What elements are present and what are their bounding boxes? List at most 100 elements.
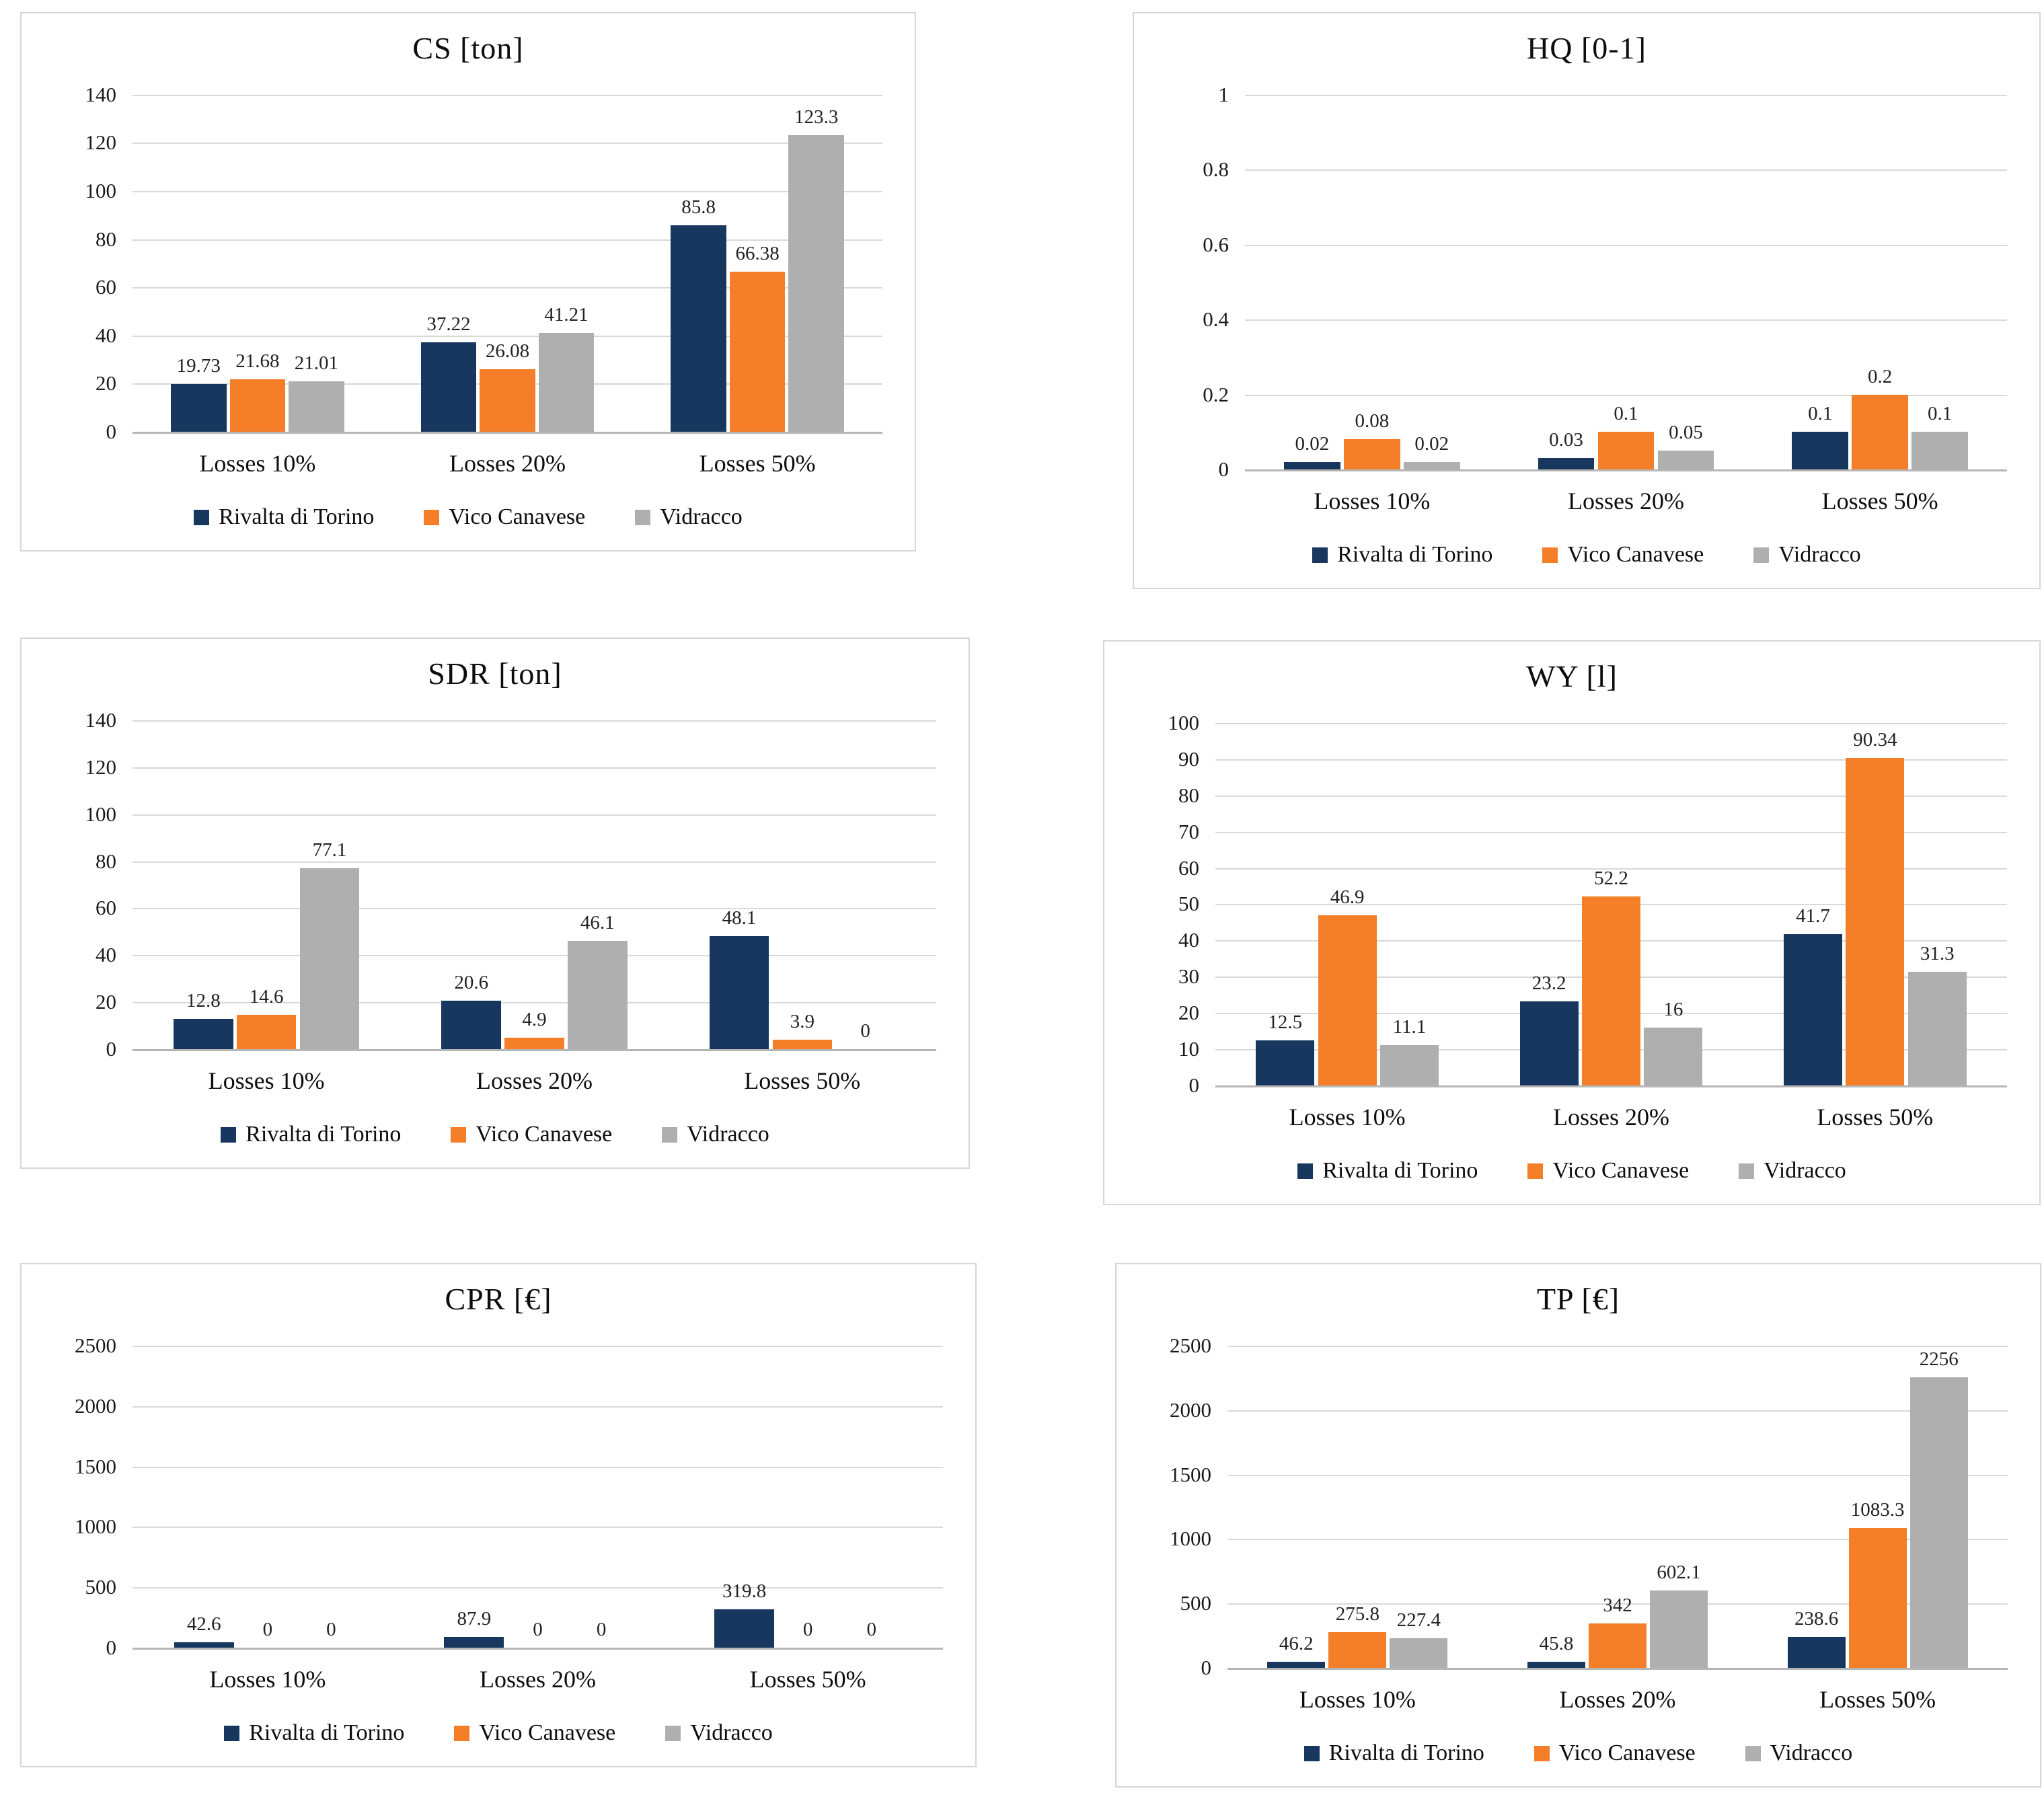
bar-value-label: 2256 <box>1919 1348 1959 1370</box>
y-tick-label: 1000 <box>75 1514 116 1539</box>
legend-item: Vidracco <box>662 1122 769 1147</box>
plot-grid: 2500 2000 1500 1000 500 0 42.6 0 0 87.9 0 0 319.8 0 0 <box>75 1334 943 1659</box>
bar <box>772 1040 833 1049</box>
y-tick-label: 0.4 <box>1203 307 1229 332</box>
bar <box>299 868 360 1049</box>
y-tick-label: 90 <box>1178 746 1199 771</box>
y-tick-label: 0 <box>1218 457 1229 481</box>
category-axis: Losses 10% Losses 20% Losses 50% <box>22 1658 975 1700</box>
bar-value-label: 12.5 <box>1268 1011 1303 1033</box>
legend-label: Rivalta di Torino <box>249 1720 405 1745</box>
y-tick-label: 40 <box>1178 928 1199 952</box>
legend-swatch <box>635 509 651 525</box>
category-axis: Losses 10% Losses 20% Losses 50% <box>1134 480 2039 522</box>
bar <box>1390 1638 1448 1668</box>
bar <box>729 272 786 432</box>
legend-swatch <box>1542 547 1558 563</box>
legend-swatch <box>451 1126 467 1143</box>
chart-title: HQ [0-1] <box>1527 31 1646 65</box>
y-tick-label: 500 <box>85 1575 117 1599</box>
category-axis: Losses 10% Losses 20% Losses 50% <box>22 443 915 484</box>
bar <box>1581 896 1641 1085</box>
bar-value-label: 11.1 <box>1392 1016 1427 1038</box>
plot-area: 1 0.8 0.6 0.4 0.2 0 0.02 0.08 0.02 0.03 0.1 0.05 0.1… <box>1134 72 2039 481</box>
bar-value-label: 123.3 <box>794 106 839 128</box>
legend-item: Vico Canavese <box>454 1720 615 1746</box>
legend: Rivalta di Torino Vico Canavese Vidracco <box>1116 1720 2040 1786</box>
bar-value-label: 77.1 <box>312 839 347 861</box>
bar-value-label: 0.2 <box>1868 365 1893 387</box>
bar-value-label: 0 <box>596 1619 607 1640</box>
bar-value-label: 23.2 <box>1531 972 1566 994</box>
category-axis: Losses 10% Losses 20% Losses 50% <box>22 1060 969 1102</box>
legend-label: Rivalta di Torino <box>1328 1740 1484 1765</box>
y-tick-label: 120 <box>85 755 117 779</box>
legend-swatch <box>1739 1163 1755 1179</box>
y-tick-label: 2000 <box>1170 1397 1211 1422</box>
bar-value-label: 16 <box>1663 998 1683 1020</box>
bar <box>1256 1040 1315 1085</box>
bar <box>1852 394 1909 469</box>
y-tick-label: 20 <box>96 990 116 1014</box>
bar-value-label: 66.38 <box>735 243 780 265</box>
y-tick-label: 2000 <box>75 1393 116 1418</box>
legend-item: Vico Canavese <box>1534 1740 1696 1766</box>
bar <box>229 379 286 432</box>
bar <box>480 369 535 432</box>
x-axis-line <box>1215 1085 2007 1087</box>
bar-value-label: 275.8 <box>1335 1603 1379 1625</box>
gridline <box>1245 319 2007 321</box>
y-tick-label: 0 <box>106 1037 117 1061</box>
gridline <box>133 1002 936 1004</box>
gridline <box>133 335 882 337</box>
legend-item: Rivalta di Torino <box>1297 1158 1478 1184</box>
legend-swatch <box>424 509 440 525</box>
bar-value-label: 0.1 <box>1927 403 1953 425</box>
bar-value-label: 90.34 <box>1853 728 1897 751</box>
bar-value-label: 37.22 <box>426 313 471 335</box>
category-label: Losses 50% <box>749 1666 866 1693</box>
bar <box>444 1637 504 1648</box>
bar-value-label: 46.2 <box>1279 1633 1314 1655</box>
y-tick-label: 140 <box>85 707 117 732</box>
gridline <box>133 1345 943 1347</box>
legend-swatch <box>1753 547 1770 563</box>
bar <box>174 1642 234 1648</box>
category-label: Losses 10% <box>199 450 316 477</box>
y-tick-label: 60 <box>96 275 116 299</box>
y-tick-label: 1 <box>1218 82 1229 106</box>
bar <box>1848 1528 1907 1668</box>
plot-grid: 2500 2000 1500 1000 500 0 46.2 275.8 227.4 45.8 34… <box>1170 1334 2008 1679</box>
chart-title: CS [ton] <box>412 31 524 65</box>
gridline <box>133 908 936 910</box>
category-label: Losses 50% <box>1821 488 1938 514</box>
legend-label: Vidracco <box>1764 1158 1846 1183</box>
bar <box>420 342 477 432</box>
bar <box>504 1037 564 1049</box>
y-tick-label: 0 <box>1201 1656 1212 1679</box>
y-tick-label: 80 <box>96 849 116 873</box>
bar <box>568 940 628 1049</box>
gridline <box>1227 1345 2008 1347</box>
category-label: Losses 50% <box>744 1067 861 1094</box>
category-label: Losses 50% <box>699 450 816 477</box>
bar <box>788 135 844 432</box>
bar-value-label: 19.73 <box>176 355 221 377</box>
bar-value-label: 319.8 <box>722 1580 767 1602</box>
y-tick-label: 0 <box>1188 1073 1200 1097</box>
bar <box>1911 432 1968 469</box>
bar-value-label: 42.6 <box>186 1613 221 1636</box>
bar-value-label: 31.3 <box>1920 943 1955 965</box>
legend-label: Rivalta di Torino <box>245 1122 402 1147</box>
bar-value-label: 48.1 <box>722 907 757 929</box>
y-tick-label: 100 <box>85 802 117 826</box>
y-tick-label: 20 <box>96 371 116 395</box>
category-label: Losses 20% <box>476 1067 593 1094</box>
bar-value-label: 0.1 <box>1614 403 1638 425</box>
gridline <box>1227 1603 2008 1605</box>
gridline <box>133 814 936 816</box>
y-tick-label: 1500 <box>75 1454 116 1478</box>
legend-swatch <box>1297 1163 1314 1179</box>
chart-panel-cpr: CPR [€] 2500 2000 1500 1000 500 0 42.6 0 0 87.9 0 0… <box>20 1263 977 1767</box>
gridline <box>133 720 936 722</box>
